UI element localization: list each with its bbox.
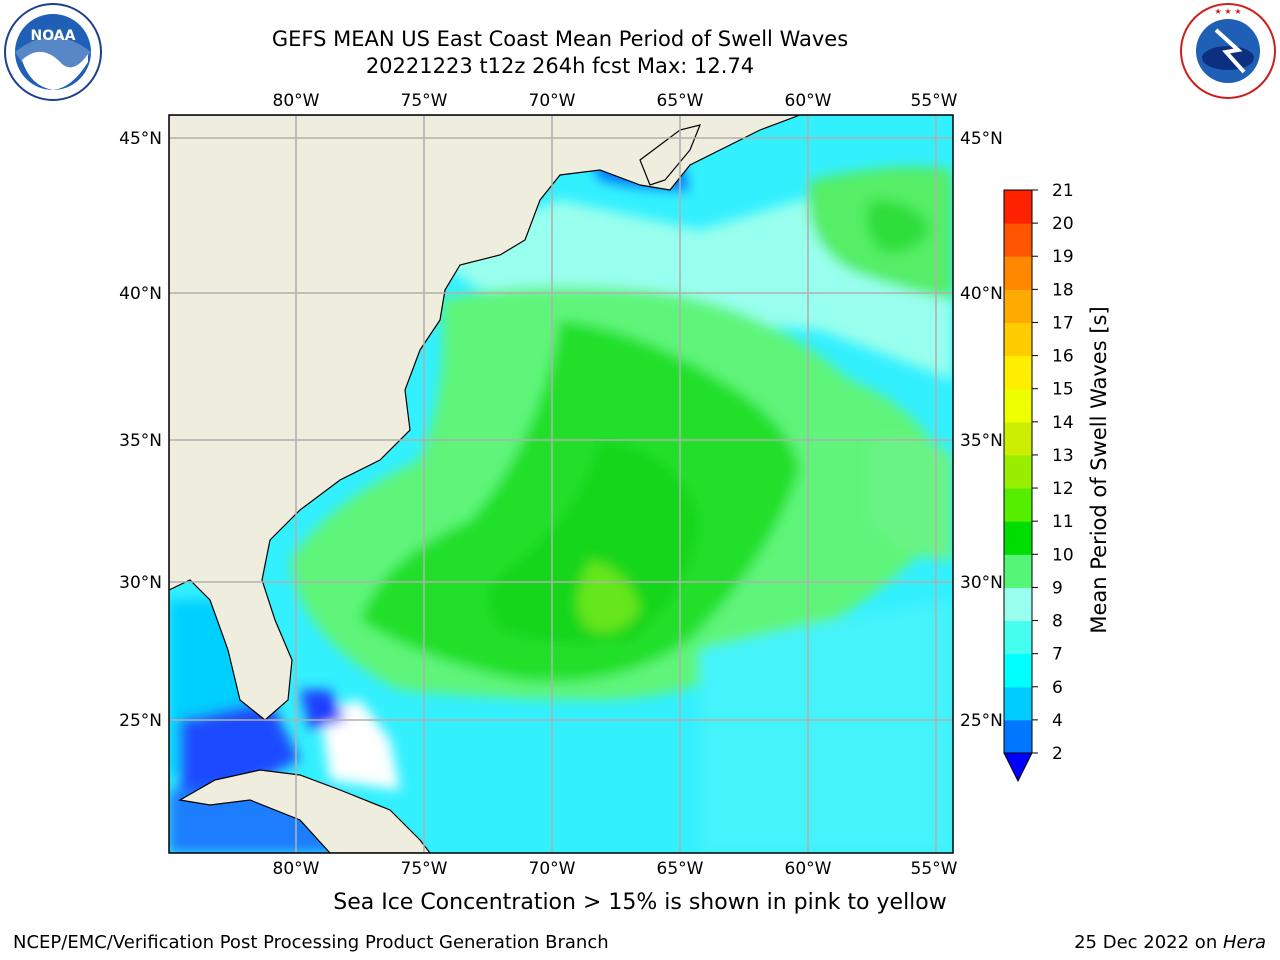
- colorbar-segment: [1004, 454, 1032, 489]
- noaa-logo-text: NOAA: [31, 28, 76, 44]
- colorbar-segment: [1004, 554, 1032, 588]
- colorbar-segment: [1004, 686, 1032, 721]
- colorbar-segment: [1004, 620, 1032, 655]
- lon-label: 65°W: [657, 91, 704, 111]
- colorbar-tick-label: 12: [1052, 479, 1074, 499]
- lon-label: 55°W: [911, 91, 958, 111]
- colorbar-tick-label: 6: [1052, 678, 1063, 698]
- colorbar-segment: [1004, 256, 1032, 290]
- lat-label: 40°N: [119, 284, 162, 304]
- footer-date-text: 25 Dec 2022 on: [1074, 932, 1223, 953]
- footer-date: 25 Dec 2022 on Hera: [1074, 932, 1266, 953]
- colorbar-tick-label: 4: [1052, 711, 1063, 731]
- colorbar-extend-arrow: [1003, 752, 1033, 783]
- lat-labels-right: 45°N 40°N 35°N 30°N 25°N: [960, 129, 1003, 731]
- sea-ice-note: Sea Ice Concentration > 15% is shown in …: [333, 890, 947, 915]
- lat-label: 35°N: [960, 431, 1003, 451]
- colorbar-segment: [1004, 521, 1032, 555]
- colorbar-tick-label: 16: [1052, 347, 1074, 367]
- lon-label: 75°W: [401, 859, 448, 879]
- colorbar-tick-label: 20: [1052, 214, 1074, 234]
- colorbar-segment: [1004, 322, 1032, 357]
- lon-label: 70°W: [529, 91, 576, 111]
- lon-label: 70°W: [529, 859, 576, 879]
- colorbar-segment: [1004, 388, 1032, 423]
- lat-labels-left: 45°N 40°N 35°N 30°N 25°N: [119, 129, 162, 731]
- graticule: [169, 115, 953, 853]
- lat-label: 25°N: [119, 711, 162, 731]
- lat-label: 25°N: [960, 711, 1003, 731]
- colorbar-tick-label: 8: [1052, 612, 1063, 632]
- colorbar-tick-label: 17: [1052, 313, 1074, 333]
- footer-host: Hera: [1222, 932, 1266, 953]
- colorbar: 2 4 6 7 8 9 10 11 12 13 14 15 16 17 18 19 20 21: [1003, 181, 1074, 783]
- colorbar-segment: [1004, 719, 1032, 754]
- colorbar-segment: [1004, 421, 1032, 456]
- colorbar-label: Mean Period of Swell Waves [s]: [1087, 306, 1111, 633]
- lat-label: 45°N: [960, 129, 1003, 149]
- noaa-logo: NOAA: [4, 3, 102, 101]
- colorbar-tick-label: 11: [1052, 512, 1074, 532]
- lon-label: 75°W: [401, 91, 448, 111]
- chart-subtitle: 20221223 t12z 264h fcst Max: 12.74: [365, 54, 755, 78]
- map-frame: [168, 114, 954, 854]
- lon-label: 80°W: [273, 91, 320, 111]
- colorbar-frame: [1003, 189, 1033, 754]
- colorbar-tick-label: 9: [1052, 578, 1063, 598]
- colorbar-tick-label: 2: [1052, 744, 1063, 764]
- lat-label: 35°N: [119, 431, 162, 451]
- colorbar-segment: [1004, 223, 1032, 257]
- colorbar-segment: [1004, 488, 1032, 522]
- lon-label: 80°W: [273, 859, 320, 879]
- colorbar-segment: [1004, 355, 1032, 390]
- lon-label: 65°W: [657, 859, 704, 879]
- lat-label: 30°N: [119, 573, 162, 593]
- lon-label: 60°W: [785, 859, 832, 879]
- nws-logo: ★ ★ ★: [1180, 3, 1276, 99]
- footer-credit: NCEP/EMC/Verification Post Processing Pr…: [13, 932, 609, 953]
- colorbar-tick-label: 14: [1052, 413, 1074, 433]
- colorbar-tick-label: 7: [1052, 645, 1063, 665]
- lon-labels-top: 80°W 75°W 70°W 65°W 60°W 55°W: [273, 91, 958, 111]
- colorbar-segment: [1004, 190, 1032, 224]
- colorbar-segment: [1004, 653, 1032, 688]
- colorbar-tick-label: 15: [1052, 380, 1074, 400]
- colorbar-segment: [1004, 289, 1032, 323]
- lon-label: 60°W: [785, 91, 832, 111]
- lat-label: 30°N: [960, 573, 1003, 593]
- colorbar-tick-label: 18: [1052, 280, 1074, 300]
- lat-label: 40°N: [960, 284, 1003, 304]
- colorbar-tick-label: 21: [1052, 181, 1074, 201]
- lon-labels-bottom: 80°W 75°W 70°W 65°W 60°W 55°W: [273, 859, 958, 879]
- colorbar-tick-label: 10: [1052, 545, 1074, 565]
- lon-label: 55°W: [911, 859, 958, 879]
- chart-title: GEFS MEAN US East Coast Mean Period of S…: [271, 27, 849, 51]
- colorbar-tick-label: 19: [1052, 247, 1074, 267]
- land: [169, 115, 801, 853]
- colorbar-tick-label: 13: [1052, 446, 1074, 466]
- svg-text:★ ★ ★: ★ ★ ★: [1214, 7, 1241, 16]
- colorbar-segment: [1004, 587, 1032, 622]
- lat-label: 45°N: [119, 129, 162, 149]
